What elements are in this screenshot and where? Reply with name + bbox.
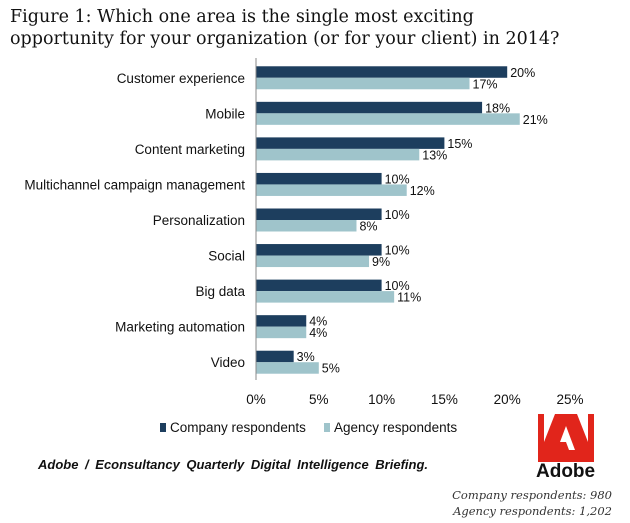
x-tick-label: 10% <box>368 392 395 407</box>
logo-text: Adobe <box>536 461 595 483</box>
category-label: Personalization <box>153 213 245 228</box>
bar-agency <box>256 184 407 196</box>
x-tick-label: 20% <box>494 392 521 407</box>
data-label: 17% <box>473 77 498 91</box>
bar-company <box>256 209 382 221</box>
bar-agency <box>256 291 394 303</box>
bar-agency <box>256 113 520 125</box>
category-label: Big data <box>195 284 245 299</box>
bar-company <box>256 102 482 114</box>
data-label: 18% <box>485 101 510 115</box>
footnote-agency: Agency respondents: 1,202 <box>453 504 612 518</box>
legend-label-agency: Agency respondents <box>334 420 457 435</box>
category-label: Social <box>208 249 245 264</box>
bar-agency <box>256 327 306 339</box>
data-label: 9% <box>372 255 390 269</box>
data-label: 10% <box>385 172 410 186</box>
bar-company <box>256 173 382 185</box>
data-label: 12% <box>410 184 435 198</box>
bar-company <box>256 66 507 78</box>
legend-swatch-agency <box>324 423 330 432</box>
bar-company <box>256 280 382 292</box>
category-label: Content marketing <box>135 142 245 157</box>
bar-chart: Customer experience 20% 17% Mobile 18% 21% Con… <box>0 0 630 420</box>
x-tick-label: 15% <box>431 392 458 407</box>
data-label: 3% <box>297 350 315 364</box>
category-label: Video <box>211 355 245 370</box>
legend-swatch-company <box>160 423 166 432</box>
data-label: 10% <box>385 208 410 222</box>
bar-agency <box>256 149 419 161</box>
data-label: 21% <box>523 113 548 127</box>
category-label: Multichannel campaign management <box>24 177 245 192</box>
footnote-company: Company respondents: 980 <box>452 488 612 502</box>
category-label: Mobile <box>205 106 245 121</box>
data-label: 4% <box>309 326 327 340</box>
bar-company <box>256 244 382 256</box>
data-label: 5% <box>322 362 340 376</box>
x-tick-label: 25% <box>556 392 583 407</box>
category-label: Customer experience <box>117 71 245 86</box>
bar-company <box>256 315 306 327</box>
bar-agency <box>256 362 319 374</box>
bar-agency <box>256 78 470 90</box>
data-label: 8% <box>359 220 377 234</box>
bar-company <box>256 351 294 363</box>
legend-item-agency: Agency respondents <box>324 420 457 435</box>
category-label: Marketing automation <box>115 320 245 335</box>
x-tick-label: 0% <box>246 392 266 407</box>
source-note: Adobe / Econsultancy Quarterly Digital I… <box>38 457 428 472</box>
legend-item-company: Company respondents <box>160 420 306 435</box>
data-label: 15% <box>447 137 472 151</box>
data-label: 20% <box>510 66 535 80</box>
legend-label-company: Company respondents <box>170 420 306 435</box>
bar-company <box>256 137 444 149</box>
data-label: 13% <box>422 148 447 162</box>
data-label: 11% <box>397 291 421 305</box>
x-tick-label: 5% <box>309 392 329 407</box>
bar-agency <box>256 256 369 267</box>
bar-agency <box>256 220 356 232</box>
